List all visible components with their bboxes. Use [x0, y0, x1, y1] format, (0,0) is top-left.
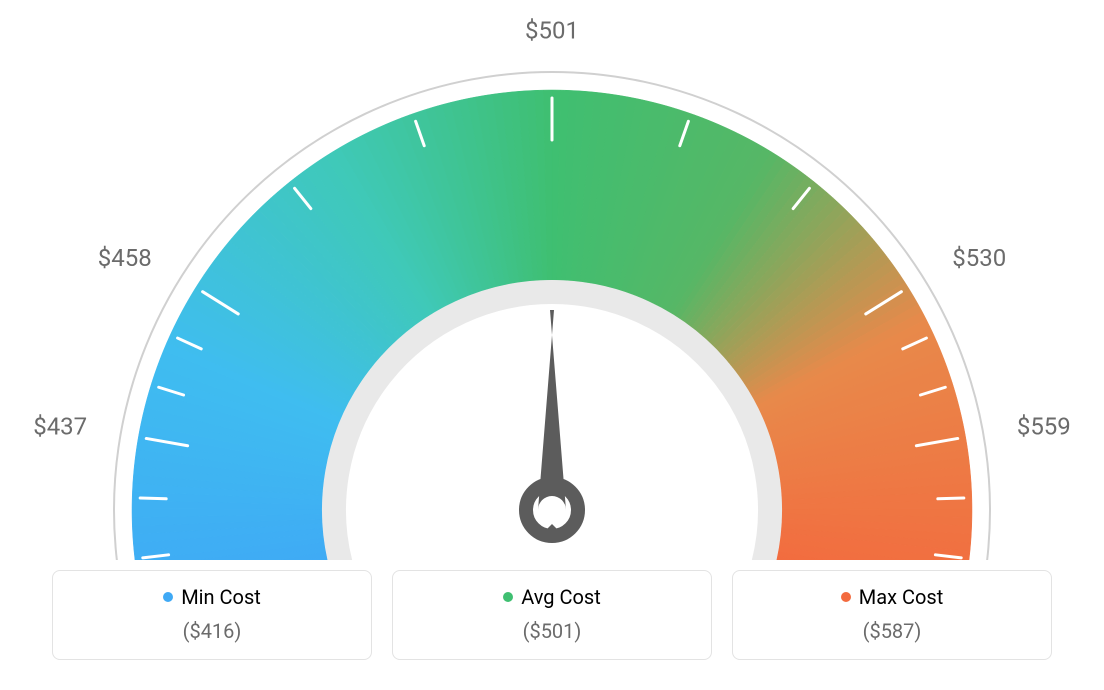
cost-gauge-widget: $416$437$458$501$530$559$587 Min Cost ($… — [0, 0, 1104, 690]
gauge-area: $416$437$458$501$530$559$587 — [0, 0, 1104, 560]
svg-text:$501: $501 — [525, 16, 579, 44]
svg-text:$458: $458 — [98, 244, 152, 272]
legend-value-avg: ($501) — [403, 619, 701, 643]
svg-text:$437: $437 — [33, 412, 87, 440]
legend-row: Min Cost ($416) Avg Cost ($501) Max Cost… — [0, 570, 1104, 660]
legend-title-max: Max Cost — [841, 585, 944, 609]
legend-value-max: ($587) — [743, 619, 1041, 643]
svg-text:$530: $530 — [952, 244, 1006, 272]
legend-card-max: Max Cost ($587) — [732, 570, 1052, 660]
legend-label-avg: Avg Cost — [521, 585, 601, 609]
dot-avg — [503, 592, 513, 602]
legend-card-min: Min Cost ($416) — [52, 570, 372, 660]
legend-value-min: ($416) — [63, 619, 361, 643]
legend-title-min: Min Cost — [163, 585, 261, 609]
legend-label-max: Max Cost — [859, 585, 944, 609]
legend-label-min: Min Cost — [181, 585, 261, 609]
svg-text:$559: $559 — [1017, 412, 1071, 440]
legend-card-avg: Avg Cost ($501) — [392, 570, 712, 660]
legend-title-avg: Avg Cost — [503, 585, 601, 609]
dot-max — [841, 592, 851, 602]
gauge-chart: $416$437$458$501$530$559$587 — [0, 0, 1104, 560]
dot-min — [163, 592, 173, 602]
